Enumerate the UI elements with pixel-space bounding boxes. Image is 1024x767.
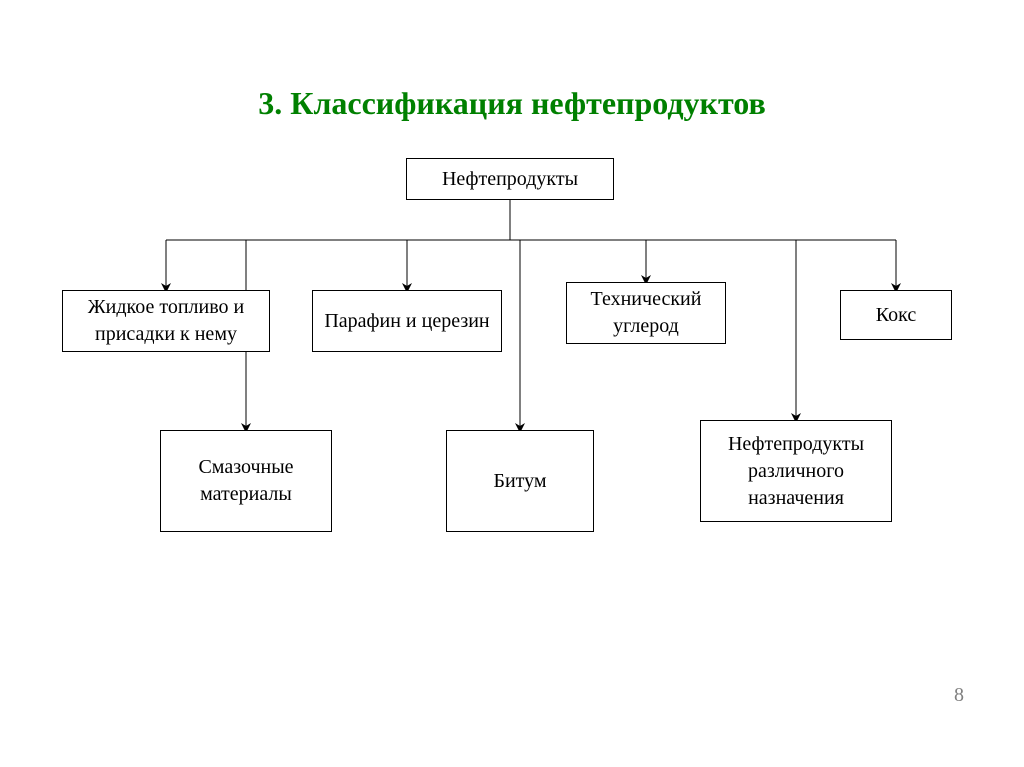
node-coke: Кокс [840, 290, 952, 340]
node-bit: Битум [446, 430, 594, 532]
page-number: 8 [954, 684, 964, 707]
node-lub: Смазочные материалы [160, 430, 332, 532]
node-fuel: Жидкое топливо и присадки к нему [62, 290, 270, 352]
node-root: Нефтепродукты [406, 158, 614, 200]
node-paraf: Парафин и церезин [312, 290, 502, 352]
node-carb: Технический углерод [566, 282, 726, 344]
page-title: 3. Классификация нефтепродуктов [0, 85, 1024, 122]
node-misc: Нефтепродукты различного назначения [700, 420, 892, 522]
diagram-canvas: 3. Классификация нефтепродуктов Нефтепро… [0, 0, 1024, 767]
